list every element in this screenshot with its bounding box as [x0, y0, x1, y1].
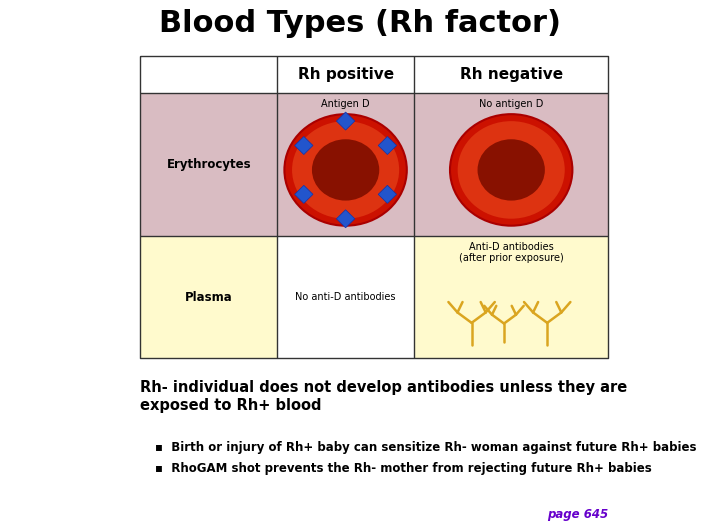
Ellipse shape [292, 121, 399, 219]
Bar [414, 236, 608, 358]
Polygon shape [294, 136, 313, 155]
Polygon shape [336, 210, 355, 228]
Text: Blood Types (Rh factor): Blood Types (Rh factor) [159, 10, 561, 38]
Text: Rh- individual does not develop antibodies unless they are
exposed to Rh+ blood: Rh- individual does not develop antibodi… [140, 380, 628, 413]
Polygon shape [378, 136, 397, 155]
Bar [277, 236, 414, 358]
Ellipse shape [477, 139, 545, 201]
Text: Plasma: Plasma [185, 291, 233, 304]
Bar [140, 236, 277, 358]
Ellipse shape [450, 114, 572, 226]
Text: Rh negative: Rh negative [459, 67, 563, 82]
Text: Anti-D antibodies
(after prior exposure): Anti-D antibodies (after prior exposure) [459, 242, 564, 263]
Bar [277, 93, 414, 236]
Bar [414, 93, 608, 236]
Bar [140, 56, 608, 93]
Ellipse shape [458, 121, 564, 219]
Ellipse shape [284, 114, 407, 226]
Bar [140, 93, 277, 236]
Text: ▪  RhoGAM shot prevents the Rh- mother from rejecting future Rh+ babies: ▪ RhoGAM shot prevents the Rh- mother fr… [155, 462, 652, 475]
Polygon shape [378, 185, 397, 203]
Text: Rh positive: Rh positive [297, 67, 394, 82]
Text: No antigen D: No antigen D [479, 99, 544, 109]
Text: Antigen D: Antigen D [321, 99, 370, 109]
Text: ▪  Birth or injury of Rh+ baby can sensitize Rh- woman against future Rh+ babies: ▪ Birth or injury of Rh+ baby can sensit… [155, 441, 696, 453]
Text: No anti-D antibodies: No anti-D antibodies [295, 293, 396, 302]
Text: Erythrocytes: Erythrocytes [166, 158, 251, 171]
Polygon shape [336, 112, 355, 130]
Text: page 645: page 645 [547, 509, 608, 521]
Ellipse shape [312, 139, 379, 201]
Polygon shape [294, 185, 313, 203]
